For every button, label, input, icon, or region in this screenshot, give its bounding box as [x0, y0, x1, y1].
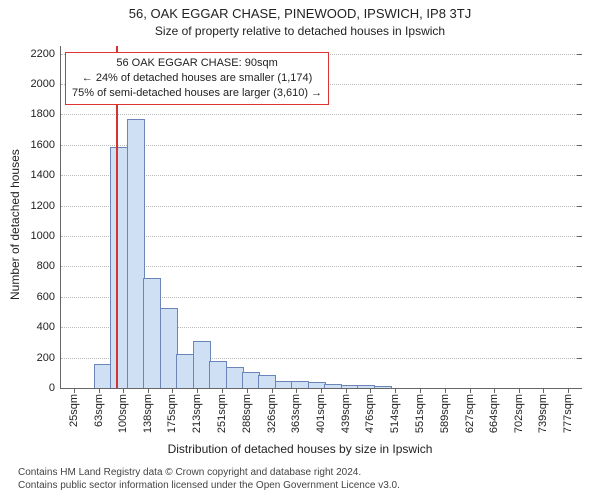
x-tick-label: 514sqm: [389, 394, 401, 433]
x-tick-mark: [543, 388, 544, 393]
x-tick-mark: [445, 388, 446, 393]
x-tick-label: 138sqm: [142, 394, 154, 433]
x-tick-label: 401sqm: [315, 394, 327, 433]
x-tick-mark: [123, 388, 124, 393]
histogram-bar: [127, 119, 145, 388]
footer-line-2: Contains public sector information licen…: [18, 479, 400, 492]
histogram-bar: [324, 384, 342, 388]
x-tick-label: 589sqm: [439, 394, 451, 433]
y-tick-mark: [577, 114, 582, 115]
x-tick-label: 439sqm: [340, 394, 352, 433]
histogram-bar: [341, 385, 359, 388]
x-tick-mark: [272, 388, 273, 393]
annotation-line-2: ← 24% of detached houses are smaller (1,…: [72, 71, 322, 86]
x-tick-label: 326sqm: [266, 394, 278, 433]
x-tick-mark: [395, 388, 396, 393]
histogram-bar: [176, 354, 194, 388]
x-tick-label: 476sqm: [364, 394, 376, 433]
x-tick-label: 702sqm: [513, 394, 525, 433]
x-tick-label: 100sqm: [117, 394, 129, 433]
y-tick-mark: [577, 236, 582, 237]
x-tick-mark: [74, 388, 75, 393]
x-tick-label: 251sqm: [216, 394, 228, 433]
histogram-bar: [110, 147, 128, 388]
x-tick-label: 664sqm: [488, 394, 500, 433]
y-tick-label: 1800: [31, 108, 55, 120]
x-tick-mark: [370, 388, 371, 393]
footer-attribution: Contains HM Land Registry data © Crown c…: [18, 466, 400, 492]
y-tick-label: 1000: [31, 230, 55, 242]
histogram-bar: [374, 386, 392, 388]
y-axis-label: Number of detached houses: [8, 149, 22, 300]
y-tick-mark: [577, 388, 582, 389]
histogram-bar: [193, 341, 211, 388]
x-tick-mark: [99, 388, 100, 393]
y-tick-mark: [577, 266, 582, 267]
y-tick-mark: [577, 297, 582, 298]
x-tick-label: 63sqm: [93, 394, 105, 427]
y-tick-mark: [577, 54, 582, 55]
x-tick-mark: [519, 388, 520, 393]
y-tick-label: 200: [37, 352, 55, 364]
y-tick-label: 400: [37, 321, 55, 333]
y-tick-label: 1600: [31, 139, 55, 151]
x-axis-label: Distribution of detached houses by size …: [0, 442, 600, 456]
y-tick-label: 600: [37, 291, 55, 303]
histogram-bar: [308, 382, 326, 388]
y-tick-label: 1400: [31, 169, 55, 181]
histogram-bar: [357, 385, 375, 388]
histogram-bar: [291, 381, 309, 388]
histogram-bar: [143, 278, 161, 388]
x-tick-label: 739sqm: [537, 394, 549, 433]
chart-subtitle: Size of property relative to detached ho…: [0, 24, 600, 38]
y-tick-mark: [577, 358, 582, 359]
x-tick-mark: [148, 388, 149, 393]
annotation-line-1: 56 OAK EGGAR CHASE: 90sqm: [72, 56, 322, 71]
x-tick-label: 627sqm: [464, 394, 476, 433]
property-annotation: 56 OAK EGGAR CHASE: 90sqm← 24% of detach…: [65, 52, 329, 105]
x-tick-mark: [247, 388, 248, 393]
x-tick-label: 777sqm: [562, 394, 574, 433]
y-tick-label: 2200: [31, 48, 55, 60]
y-tick-mark: [577, 84, 582, 85]
x-tick-mark: [494, 388, 495, 393]
y-tick-label: 800: [37, 260, 55, 272]
x-tick-label: 551sqm: [414, 394, 426, 433]
x-tick-mark: [346, 388, 347, 393]
y-tick-mark: [577, 327, 582, 328]
x-tick-mark: [420, 388, 421, 393]
x-tick-label: 25sqm: [68, 394, 80, 427]
x-tick-mark: [296, 388, 297, 393]
histogram-bar: [226, 367, 244, 388]
y-tick-label: 2000: [31, 78, 55, 90]
footer-line-1: Contains HM Land Registry data © Crown c…: [18, 466, 400, 479]
x-tick-label: 363sqm: [290, 394, 302, 433]
plot-area: 0200400600800100012001400160018002000220…: [60, 46, 581, 389]
x-tick-mark: [321, 388, 322, 393]
histogram-bar: [209, 361, 227, 388]
y-tick-mark: [577, 145, 582, 146]
y-tick-label: 0: [49, 382, 55, 394]
y-tick-mark: [577, 206, 582, 207]
histogram-bar: [242, 372, 260, 388]
histogram-bar: [94, 364, 112, 388]
x-tick-label: 175sqm: [166, 394, 178, 433]
x-tick-label: 213sqm: [191, 394, 203, 433]
y-tick-mark: [577, 175, 582, 176]
x-tick-mark: [197, 388, 198, 393]
annotation-line-3: 75% of semi-detached houses are larger (…: [72, 86, 322, 101]
gridline-h: [61, 114, 581, 115]
histogram-bar: [160, 308, 178, 388]
chart-title: 56, OAK EGGAR CHASE, PINEWOOD, IPSWICH, …: [0, 6, 600, 21]
histogram-bar: [275, 381, 293, 388]
x-tick-mark: [172, 388, 173, 393]
x-tick-mark: [222, 388, 223, 393]
y-tick-label: 1200: [31, 200, 55, 212]
x-tick-label: 288sqm: [241, 394, 253, 433]
x-tick-mark: [470, 388, 471, 393]
histogram-bar: [258, 375, 276, 388]
x-tick-mark: [568, 388, 569, 393]
